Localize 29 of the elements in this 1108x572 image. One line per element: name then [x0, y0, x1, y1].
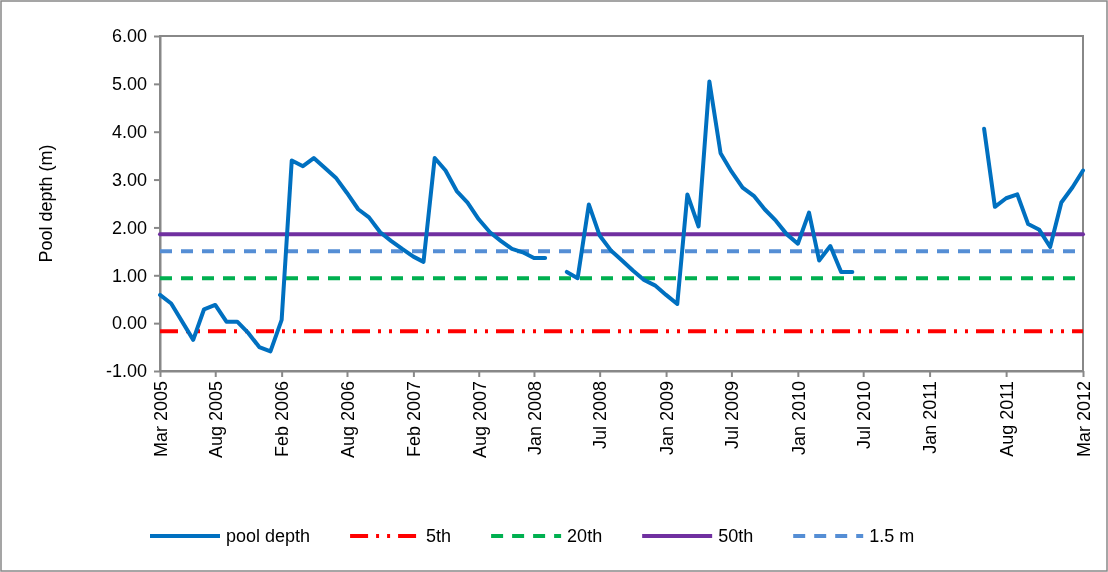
- x-tick-label: Jul 2010: [853, 381, 874, 450]
- y-tick-label: 6.00: [111, 26, 147, 47]
- x-tick-label: Mar 2012: [1073, 381, 1094, 458]
- x-tick-label: Aug 2007: [469, 381, 490, 459]
- y-tick-label: 1.00: [111, 265, 147, 286]
- x-tick-label: Aug 2005: [206, 381, 227, 459]
- y-tick-label: 4.00: [111, 121, 147, 142]
- x-tick-label: Jan 2009: [656, 381, 677, 456]
- x-tick-label: Jul 2008: [590, 381, 611, 450]
- legend-label: 20th: [567, 526, 603, 547]
- y-tick-label: 2.00: [111, 217, 147, 238]
- x-tick-label: Aug 2006: [337, 381, 358, 459]
- y-axis-title: Pool depth (m): [36, 144, 56, 263]
- x-tick-label: Mar 2005: [150, 381, 171, 458]
- y-tick-label: 0.00: [111, 313, 147, 334]
- x-tick-label: Jul 2009: [722, 381, 743, 450]
- x-tick-label: Jan 2008: [524, 381, 545, 456]
- y-tick-label: 5.00: [111, 74, 147, 95]
- legend-label: 50th: [718, 526, 754, 547]
- legend-label: 5th: [426, 526, 452, 547]
- x-tick-label: Aug 2011: [996, 381, 1017, 457]
- x-tick-label: Feb 2006: [272, 381, 293, 458]
- legend-label: pool depth: [226, 526, 311, 547]
- x-tick-label: Feb 2007: [404, 381, 425, 458]
- y-tick-label: -1.00: [105, 361, 147, 382]
- x-tick-label: Jan 2011: [920, 381, 941, 454]
- y-tick-label: 3.00: [111, 169, 147, 190]
- legend-label: 1.5 m: [869, 526, 915, 547]
- x-tick-label: Jan 2010: [788, 381, 809, 456]
